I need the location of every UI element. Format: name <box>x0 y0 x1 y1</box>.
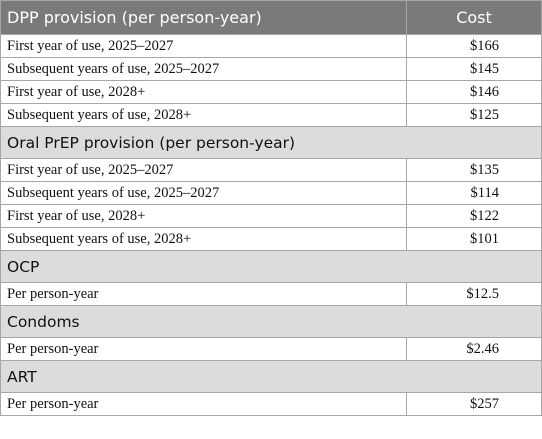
row-label: Subsequent years of use, 2028+ <box>0 103 407 127</box>
header-title: DPP provision (per person-year) <box>0 0 407 35</box>
row-cost: $2.46 <box>406 337 542 361</box>
table-row: Per person-year $257 <box>0 392 542 416</box>
row-cost: $257 <box>406 392 542 416</box>
table-row: Per person-year $2.46 <box>0 337 542 361</box>
header-cost: Cost <box>406 0 542 35</box>
section-title: Oral PrEP provision (per person-year) <box>0 126 542 159</box>
row-cost: $135 <box>406 158 542 182</box>
section-header-ocp: OCP <box>0 250 542 283</box>
row-label: First year of use, 2025–2027 <box>0 158 407 182</box>
row-label: Subsequent years of use, 2025–2027 <box>0 181 407 205</box>
table-row: First year of use, 2028+ $122 <box>0 204 542 228</box>
row-label: Per person-year <box>0 282 407 306</box>
table-row: Subsequent years of use, 2025–2027 $114 <box>0 181 542 205</box>
section-header-oral-prep: Oral PrEP provision (per person-year) <box>0 126 542 159</box>
section-title: OCP <box>0 250 542 283</box>
row-cost: $125 <box>406 103 542 127</box>
row-label: Per person-year <box>0 392 407 416</box>
row-cost: $166 <box>406 34 542 58</box>
row-label: Subsequent years of use, 2028+ <box>0 227 407 251</box>
row-cost: $101 <box>406 227 542 251</box>
table-row: Subsequent years of use, 2028+ $125 <box>0 103 542 127</box>
section-header-art: ART <box>0 360 542 393</box>
row-label: First year of use, 2025–2027 <box>0 34 407 58</box>
table-row: Subsequent years of use, 2028+ $101 <box>0 227 542 251</box>
table-row: Subsequent years of use, 2025–2027 $145 <box>0 57 542 81</box>
table-row: First year of use, 2025–2027 $166 <box>0 34 542 58</box>
table-row: Per person-year $12.5 <box>0 282 542 306</box>
row-cost: $146 <box>406 80 542 104</box>
row-label: First year of use, 2028+ <box>0 80 407 104</box>
row-cost: $114 <box>406 181 542 205</box>
table-row: First year of use, 2025–2027 $135 <box>0 158 542 182</box>
section-title: ART <box>0 360 542 393</box>
row-label: Subsequent years of use, 2025–2027 <box>0 57 407 81</box>
cost-table: DPP provision (per person-year) Cost Fir… <box>0 0 542 416</box>
row-label: Per person-year <box>0 337 407 361</box>
row-cost: $12.5 <box>406 282 542 306</box>
table-header-row: DPP provision (per person-year) Cost <box>0 0 542 35</box>
row-label: First year of use, 2028+ <box>0 204 407 228</box>
section-title: Condoms <box>0 305 542 338</box>
row-cost: $122 <box>406 204 542 228</box>
table-row: First year of use, 2028+ $146 <box>0 80 542 104</box>
section-header-condoms: Condoms <box>0 305 542 338</box>
row-cost: $145 <box>406 57 542 81</box>
